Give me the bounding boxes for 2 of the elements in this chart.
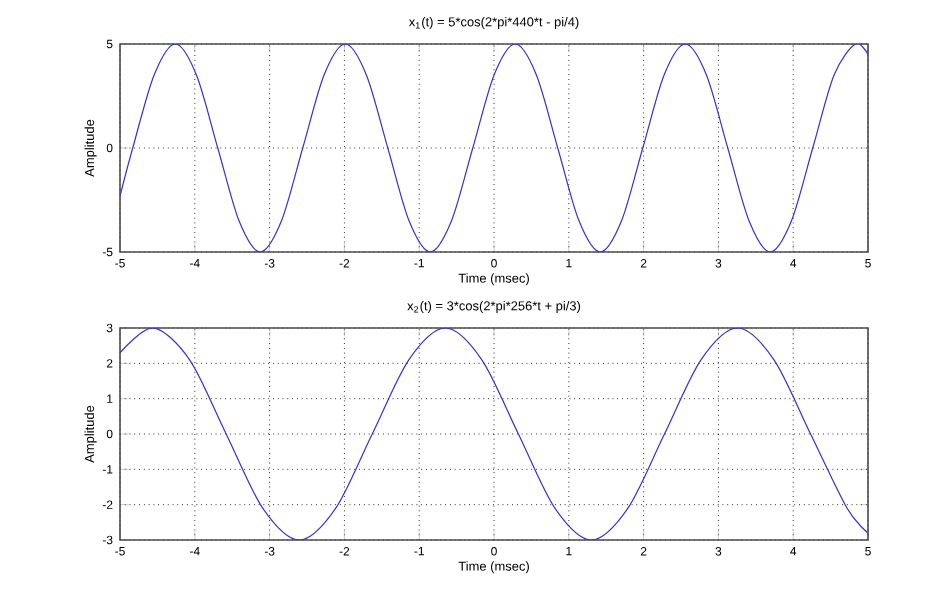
line-series [120,44,869,252]
line-series [120,328,869,540]
